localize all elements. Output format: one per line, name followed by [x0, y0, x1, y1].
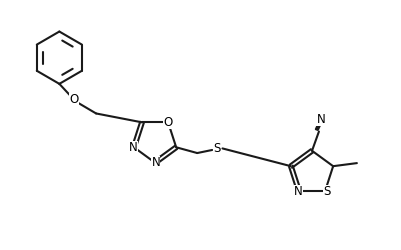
Text: S: S [213, 142, 220, 155]
Text: N: N [293, 184, 302, 198]
Text: O: O [163, 116, 172, 129]
Text: S: S [322, 184, 330, 198]
Text: O: O [69, 94, 78, 106]
Text: N: N [128, 141, 137, 154]
Text: N: N [151, 156, 160, 169]
Text: N: N [316, 113, 324, 126]
